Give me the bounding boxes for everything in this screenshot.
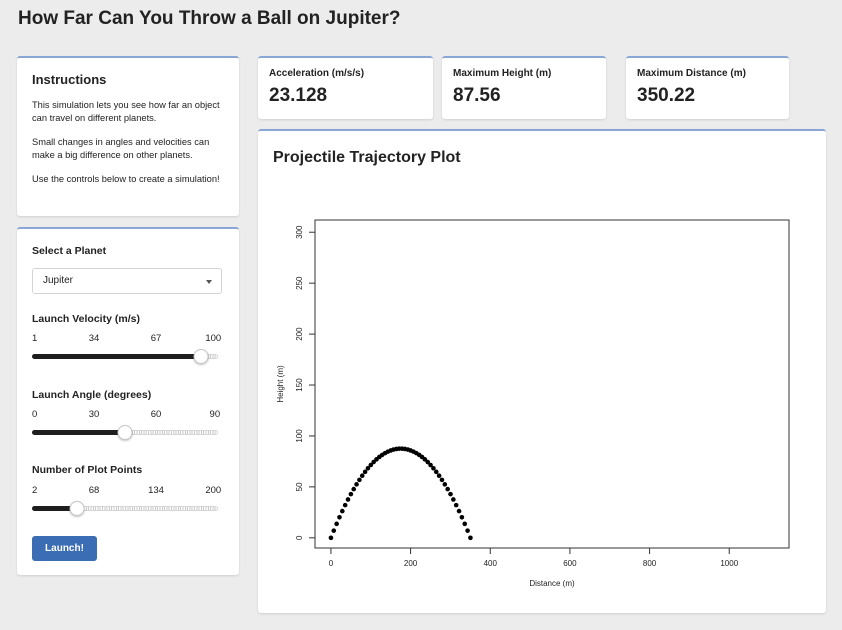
slider-tick-label: 200: [205, 485, 222, 496]
y-tick-label: 300: [295, 225, 304, 239]
points-slider[interactable]: 2 68 134 200: [32, 485, 224, 525]
launch-button[interactable]: Launch!: [32, 536, 97, 561]
trajectory-point: [328, 535, 334, 541]
points-label: Number of Plot Points: [32, 464, 143, 476]
slider-tick-label: 0: [32, 409, 38, 420]
chevron-down-icon: [206, 280, 212, 284]
planet-select-value: Jupiter: [43, 275, 74, 286]
slider-tick-label: 67: [150, 333, 162, 344]
slider-tick-label: 34: [88, 333, 100, 344]
trajectory-point: [337, 515, 342, 520]
slider-tick-label: 68: [88, 485, 100, 496]
angle-slider[interactable]: 0 30 60 90: [32, 409, 224, 449]
max-distance-card: Maximum Distance (m) 350.22: [626, 56, 789, 119]
trajectory-point: [453, 502, 459, 508]
trajectory-point: [334, 521, 339, 527]
points-slider-ticks: 2 68 134 200: [32, 485, 224, 497]
trajectory-point: [331, 528, 337, 533]
plot-title: Projectile Trajectory Plot: [273, 149, 461, 166]
trajectory-chart: 0 200 400 600 800 1000 0 50 100 150 200 250 300 Dista…: [276, 219, 790, 588]
trajectory-point: [425, 459, 431, 465]
trajectory-point: [362, 469, 368, 475]
trajectory-point: [351, 486, 357, 492]
trajectory-point: [340, 508, 345, 514]
max-height-label: Maximum Height (m): [453, 68, 552, 79]
slider-tick-label: 134: [148, 485, 164, 496]
page-title: How Far Can You Throw a Ball on Jupiter?: [18, 8, 401, 29]
slider-tick-label: 1: [32, 333, 38, 344]
angle-slider-ticks: 0 30 60 90: [32, 409, 224, 421]
trajectory-point: [442, 482, 448, 487]
trajectory-point: [345, 497, 351, 502]
plot-panel: Projectile Trajectory Plot 0 200 400 600 800…: [258, 129, 826, 613]
y-tick-label: 50: [295, 482, 304, 491]
trajectory-point: [456, 508, 462, 514]
slider-tick-label: 90: [209, 409, 221, 420]
acceleration-label: Acceleration (m/s/s): [269, 68, 365, 79]
trajectory-point: [436, 473, 442, 479]
velocity-slider-handle[interactable]: [193, 349, 209, 364]
x-axis-label: Distance (m): [529, 579, 575, 588]
velocity-slider-fill: [32, 354, 202, 359]
max-height-value: 87.56: [453, 85, 501, 106]
y-tick-label: 100: [295, 429, 304, 443]
points-slider-fill: [32, 506, 78, 511]
x-tick-label: 600: [563, 559, 577, 568]
max-distance-label: Maximum Distance (m): [637, 68, 746, 79]
angle-slider-handle[interactable]: [117, 425, 133, 440]
trajectory-point: [431, 465, 436, 471]
velocity-label: Launch Velocity (m/s): [32, 313, 140, 325]
points-slider-handle[interactable]: [69, 501, 85, 516]
trajectory-point: [354, 482, 359, 487]
max-distance-value: 350.22: [637, 85, 696, 106]
trajectory-point: [448, 491, 453, 497]
planet-select[interactable]: Jupiter: [32, 268, 222, 294]
trajectory-point: [342, 502, 348, 508]
y-tick-label: 250: [295, 276, 304, 290]
y-axis-label: Height (m): [276, 365, 285, 403]
max-height-card: Maximum Height (m) 87.56: [442, 56, 606, 119]
trajectory-point: [368, 462, 374, 468]
trajectory-point: [428, 462, 433, 468]
x-tick-label: 400: [484, 559, 498, 568]
velocity-slider[interactable]: 1 34 67 100: [32, 333, 224, 373]
instructions-heading: Instructions: [32, 72, 107, 87]
instructions-paragraph: This simulation lets you see how far an …: [32, 100, 220, 123]
x-tick-label: 200: [404, 559, 418, 568]
slider-tick-label: 100: [205, 333, 222, 344]
trajectory-point: [348, 491, 354, 497]
velocity-slider-ticks: 1 34 67 100: [32, 333, 224, 345]
controls-panel: Select a Planet Jupiter Launch Velocity …: [17, 227, 239, 575]
x-tick-label: 800: [643, 559, 657, 568]
acceleration-value: 23.128: [269, 85, 328, 106]
planet-label: Select a Planet: [32, 245, 107, 257]
x-tick-label: 1000: [720, 559, 738, 568]
y-tick-label: 0: [295, 535, 304, 540]
trajectory-point: [462, 521, 468, 527]
trajectory-point: [439, 477, 445, 483]
angle-slider-fill: [32, 430, 125, 435]
trajectory-point: [357, 477, 362, 483]
instructions-paragraph: Use the controls below to create a simul…: [32, 174, 220, 184]
trajectory-point: [445, 486, 450, 492]
trajectory-point: [451, 497, 456, 502]
instructions-paragraph: Small changes in angles and velocities c…: [32, 137, 210, 160]
acceleration-card: Acceleration (m/s/s) 23.128: [258, 56, 433, 119]
slider-tick-label: 60: [150, 409, 162, 420]
trajectory-point: [359, 473, 365, 479]
y-tick-label: 200: [295, 327, 304, 341]
trajectory-point: [365, 465, 371, 471]
y-tick-label: 150: [295, 378, 304, 392]
slider-tick-label: 30: [88, 409, 100, 420]
x-tick-label: 0: [329, 559, 334, 568]
trajectory-point: [459, 515, 465, 520]
trajectory-point: [465, 528, 470, 533]
slider-tick-label: 2: [32, 485, 38, 496]
trajectory-point: [433, 469, 439, 475]
trajectory-point: [468, 535, 473, 541]
angle-label: Launch Angle (degrees): [32, 389, 152, 401]
instructions-panel: Instructions This simulation lets you se…: [17, 56, 239, 216]
plot-frame: [314, 219, 790, 549]
